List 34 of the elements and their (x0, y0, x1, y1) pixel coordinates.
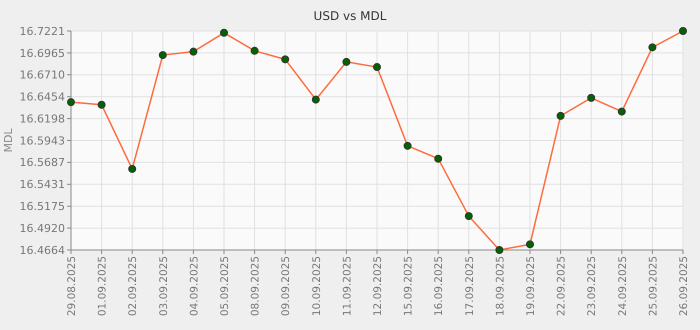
x-tick-label: 11.09.2025 (341, 256, 354, 316)
chart-title: USD vs MDL (314, 9, 387, 23)
y-tick-label: 16.6965 (20, 46, 65, 60)
x-tick-label: 03.09.2025 (158, 256, 170, 316)
x-tick-label: 04.09.2025 (188, 256, 200, 316)
x-tick-label: 19.09.2025 (525, 256, 537, 316)
y-axis-title: MDL (2, 128, 15, 153)
x-tick-label: 24.09.2025 (616, 256, 629, 316)
x-tick-label: 23.09.2025 (586, 256, 598, 316)
x-tick-label: 08.09.2025 (250, 256, 262, 316)
y-tick-label: 16.6454 (20, 90, 65, 104)
y-tick-label: 16.7221 (20, 24, 65, 38)
x-tick-label: 22.09.2025 (556, 256, 568, 316)
y-tick-label: 16.6710 (20, 68, 65, 82)
x-tick-label: 12.09.2025 (372, 256, 384, 316)
y-tick-label: 16.5175 (20, 200, 65, 214)
x-tick-label: 01.09.2025 (96, 256, 109, 316)
y-tick-label: 16.5943 (20, 134, 65, 148)
x-tick-label: 17.09.2025 (464, 256, 476, 316)
x-tick-label: 26.09.2025 (678, 256, 690, 316)
x-tick-label: 16.09.2025 (433, 256, 446, 316)
x-tick-label: 05.09.2025 (219, 256, 231, 316)
x-tick-label: 02.09.2025 (127, 256, 140, 316)
x-tick-label: 25.09.2025 (647, 256, 660, 316)
x-tick-label: 29.08.2025 (66, 256, 78, 316)
y-tick-label: 16.4664 (20, 244, 65, 257)
x-tick-label: 09.09.2025 (280, 256, 292, 316)
x-tick-label: 10.09.2025 (310, 256, 323, 316)
y-tick-label: 16.5687 (20, 156, 65, 170)
y-tick-label: 16.4920 (20, 222, 65, 235)
y-tick-label: 16.5431 (20, 178, 65, 192)
x-tick-label: 18.09.2025 (494, 256, 506, 316)
x-tick-label: 15.09.2025 (402, 256, 415, 316)
y-tick-label: 16.6198 (20, 112, 65, 126)
